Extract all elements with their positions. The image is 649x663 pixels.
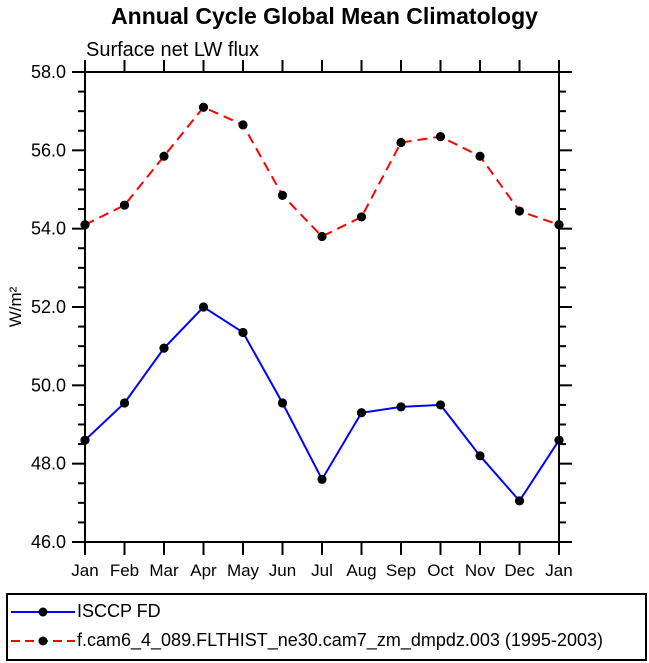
data-point-1 <box>554 220 564 230</box>
x-tick-label: Dec <box>504 561 535 580</box>
data-point-1 <box>80 220 90 230</box>
x-tick-label: Jun <box>269 561 296 580</box>
x-tick-label: Apr <box>190 561 217 580</box>
series-line-0 <box>84 305 560 503</box>
data-point-1 <box>396 137 406 148</box>
x-tick-label: Nov <box>465 561 496 580</box>
data-point-0 <box>475 451 485 461</box>
series-line-1 <box>84 106 560 238</box>
data-point-0 <box>277 398 288 408</box>
data-point-0 <box>356 408 367 418</box>
data-point-0 <box>159 343 169 353</box>
data-point-1 <box>119 200 130 210</box>
x-tick-label: Mar <box>149 561 179 580</box>
legend-sample-marker <box>38 636 48 645</box>
data-point-0 <box>396 402 406 412</box>
y-tick-label: 48.0 <box>31 454 66 474</box>
data-point-1 <box>435 132 446 142</box>
data-point-0 <box>554 435 564 445</box>
data-point-1 <box>277 190 288 200</box>
data-point-0 <box>119 398 130 408</box>
y-tick-label: 52.0 <box>31 297 66 317</box>
chart-subtitle: Surface net LW flux <box>86 39 260 61</box>
legend-item: f.cam6_4_089.FLTHIST_ne30.cam7_zm_dmpdz.… <box>10 626 645 655</box>
legend-sample-marker <box>38 607 48 616</box>
data-point-0 <box>317 474 327 484</box>
y-tick-label: 50.0 <box>31 375 66 395</box>
legend-label: ISCCP FD <box>77 601 161 621</box>
data-point-0 <box>435 400 446 410</box>
data-point-1 <box>475 151 485 161</box>
x-tick-label: Jan <box>71 561 98 580</box>
y-tick-label: 46.0 <box>31 532 66 552</box>
legend-item: ISCCP FD <box>10 597 645 626</box>
chart-title: Annual Cycle Global Mean Climatology <box>111 3 538 29</box>
legend-box: ISCCP FD f.cam6_4_089.FLTHIST_ne30.cam7_… <box>6 593 647 661</box>
x-tick-label: Feb <box>110 561 139 580</box>
y-tick-label: 58.0 <box>31 62 66 82</box>
x-tick-label: Aug <box>346 561 376 580</box>
data-point-1 <box>514 206 525 216</box>
legend-label: f.cam6_4_089.FLTHIST_ne30.cam7_zm_dmpdz.… <box>77 630 603 650</box>
data-point-1 <box>238 120 248 130</box>
x-tick-label: Oct <box>427 561 454 580</box>
data-point-1 <box>356 212 367 222</box>
data-point-1 <box>159 151 169 161</box>
data-point-1 <box>198 102 209 112</box>
legend-line-sample-solid <box>11 607 75 616</box>
data-point-0 <box>238 327 248 338</box>
data-point-0 <box>198 302 209 312</box>
y-tick-label: 54.0 <box>31 219 66 239</box>
data-point-0 <box>514 496 525 506</box>
data-point-0 <box>80 435 90 445</box>
data-point-1 <box>317 231 327 242</box>
plot-frame <box>84 71 560 543</box>
y-tick-label: 56.0 <box>31 140 66 160</box>
x-tick-label: May <box>227 561 260 580</box>
x-tick-label: Jul <box>311 561 333 580</box>
x-tick-label: Sep <box>386 561 416 580</box>
x-tick-label: Jan <box>545 561 572 580</box>
legend-line-sample-dashed <box>11 636 75 645</box>
